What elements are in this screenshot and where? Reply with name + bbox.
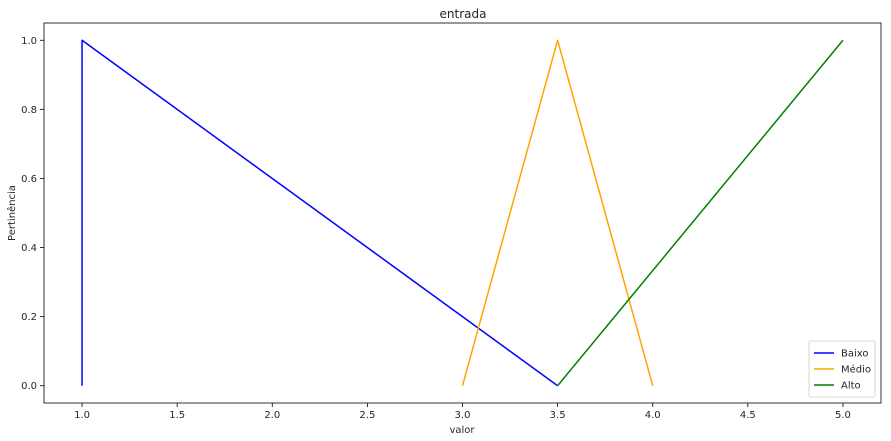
- x-tick-label: 1.5: [169, 410, 185, 421]
- legend-label-baixo: Baixo: [841, 349, 869, 360]
- y-tick-label: 0.8: [21, 105, 37, 116]
- y-tick-label: 0.0: [21, 381, 37, 392]
- plot-lines: [81, 39, 844, 387]
- series-line-alto: [557, 39, 844, 387]
- chart-title: entrada: [440, 7, 487, 21]
- x-tick-label: 1.0: [74, 410, 90, 421]
- y-tick-label: 0.6: [21, 174, 37, 185]
- series-line-médio: [461, 39, 654, 386]
- y-tick-label: 0.4: [21, 243, 37, 254]
- y-tick-label: 1.0: [21, 36, 37, 47]
- x-tick-label: 4.0: [645, 410, 661, 421]
- series-line-baixo: [81, 39, 559, 387]
- x-tick-label: 2.5: [359, 410, 375, 421]
- x-axis-title: valor: [449, 425, 475, 436]
- y-axis-title: Pertinência: [6, 185, 18, 241]
- x-tick-label: 4.5: [740, 410, 756, 421]
- x-tick-label: 3.5: [550, 410, 566, 421]
- y-axis: 0.0 0.2 0.4 0.6 0.8 1.0: [21, 36, 44, 392]
- x-tick-label: 2.0: [264, 410, 280, 421]
- legend-label-médio: Médio: [841, 364, 871, 376]
- y-tick-label: 0.2: [21, 312, 37, 323]
- legend: Baixo Médio Alto: [808, 340, 876, 398]
- x-tick-label: 5.0: [835, 410, 851, 421]
- legend-frame: [808, 340, 876, 398]
- x-tick-label: 3.0: [455, 410, 471, 421]
- x-axis: 1.0 1.5 2.0 2.5 3.0 3.5 4.0 4.5 5.0: [74, 403, 851, 421]
- legend-label-alto: Alto: [841, 381, 861, 392]
